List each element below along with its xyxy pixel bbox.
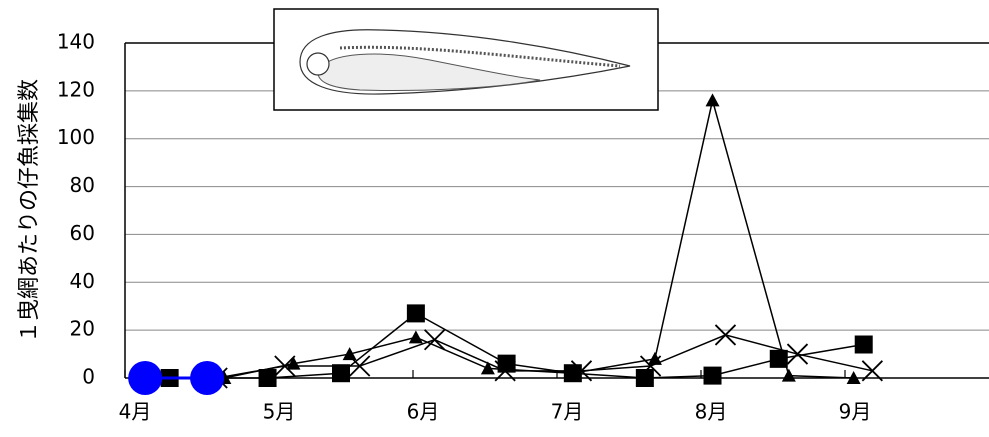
x-tick-label: 8月 xyxy=(695,400,728,424)
cross-marker xyxy=(494,360,516,382)
square-marker xyxy=(635,369,654,387)
yolk-sac xyxy=(317,53,541,91)
fish-illustration xyxy=(273,8,659,111)
triangle-marker xyxy=(846,371,861,384)
x-tick-label: 5月 xyxy=(263,400,296,424)
cross-marker xyxy=(570,360,593,382)
series-line xyxy=(169,312,864,379)
illustration-frame xyxy=(273,8,659,111)
cross-marker xyxy=(274,355,296,377)
y-tick-label: 100 xyxy=(57,125,95,149)
series-line xyxy=(224,100,854,379)
triangle-marker xyxy=(705,93,720,107)
square-marker xyxy=(406,304,425,323)
y-axis-label: １曳網あたりの仔魚採集数 xyxy=(17,79,42,343)
y-tick-label: 60 xyxy=(70,221,95,245)
fish-eye xyxy=(306,52,330,76)
square-marker xyxy=(258,369,277,387)
fish-outline xyxy=(299,29,631,95)
triangle-marker xyxy=(781,368,796,382)
series-line xyxy=(217,334,873,379)
triangle-marker xyxy=(480,361,495,375)
cross-marker xyxy=(639,355,662,377)
triangle-marker xyxy=(647,351,662,365)
cross-marker xyxy=(714,324,737,346)
y-tick-label: 20 xyxy=(70,317,95,341)
x-tick-label: 6月 xyxy=(407,400,440,424)
triangle-marker xyxy=(342,347,357,361)
cross-marker xyxy=(423,329,446,351)
square-marker xyxy=(703,366,722,385)
x-tick-label: 4月 xyxy=(119,400,152,424)
fish-spine xyxy=(339,45,621,68)
y-tick-label: 40 xyxy=(70,269,95,293)
circle-marker xyxy=(190,361,225,395)
triangle-marker xyxy=(408,330,423,344)
y-tick-label: 120 xyxy=(57,77,95,101)
x-tick-label: 9月 xyxy=(839,400,872,424)
cross-marker xyxy=(861,360,883,382)
cross-marker xyxy=(786,343,809,365)
y-tick-label: 0 xyxy=(82,365,95,389)
circle-marker xyxy=(128,361,163,395)
y-tick-label: 80 xyxy=(70,173,95,197)
x-tick-label: 7月 xyxy=(551,400,584,424)
square-marker xyxy=(769,349,788,368)
plot-area: 0 20 40 60 80 100 120 140 4月 5月 6月 7月 8月 9月 xyxy=(57,30,989,424)
square-marker xyxy=(854,335,873,354)
cross-marker xyxy=(349,355,371,377)
square-marker xyxy=(332,364,350,383)
y-tick-label: 140 xyxy=(57,30,95,54)
